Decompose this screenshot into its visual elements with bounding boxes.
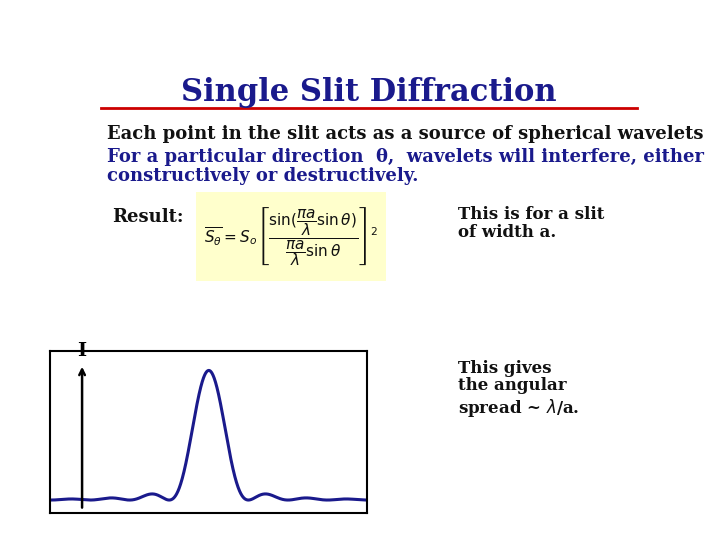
Text: Each point in the slit acts as a source of spherical wavelets: Each point in the slit acts as a source … — [107, 125, 703, 143]
Text: $\overline{S_{\theta}} = S_o\left[\dfrac{\sin(\dfrac{\pi a}{\lambda}\sin\theta)}: $\overline{S_{\theta}} = S_o\left[\dfrac… — [204, 205, 378, 268]
Text: This gives: This gives — [459, 360, 552, 377]
Text: Single Slit Diffraction: Single Slit Diffraction — [181, 77, 557, 109]
Text: This is for a slit: This is for a slit — [459, 206, 605, 223]
Text: spread ~ $\lambda$/a.: spread ~ $\lambda$/a. — [459, 397, 580, 420]
FancyBboxPatch shape — [196, 192, 386, 281]
Text: I: I — [78, 342, 86, 360]
Text: Result:: Result: — [112, 208, 184, 226]
Text: constructively or destructively.: constructively or destructively. — [107, 167, 418, 185]
Text: of width a.: of width a. — [459, 224, 557, 241]
Text: the angular: the angular — [459, 377, 567, 395]
Text: For a particular direction  θ,  wavelets will interfere, either: For a particular direction θ, wavelets w… — [107, 148, 703, 166]
